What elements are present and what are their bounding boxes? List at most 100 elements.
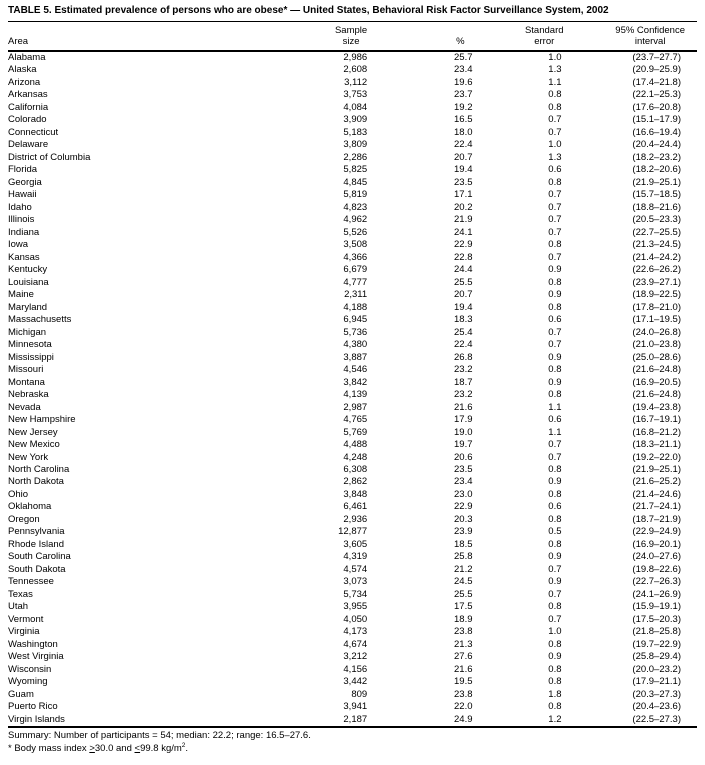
table-row: Kansas 4,366 22.8 0.7 (21.4–24.2) xyxy=(8,252,697,264)
standard-error-cell: 0.8 xyxy=(548,601,562,613)
area-cell: Montana xyxy=(8,376,45,388)
area-cell: New York xyxy=(8,451,49,463)
table-body: Alabama 2,986 25.7 1.0 (23.7–27.7) Alaska 2,60… xyxy=(8,51,697,727)
standard-error-cell: 0.7 xyxy=(548,251,562,263)
table-row: Illinois 4,962 21.9 0.7 (20.5–23.3) xyxy=(8,214,697,226)
standard-error-cell: 1.3 xyxy=(548,64,562,76)
sample-size-cell: 4,777 xyxy=(343,276,368,288)
sample-size-cell: 5,526 xyxy=(343,226,368,238)
confidence-interval-cell: (21.7–24.1) xyxy=(632,501,681,513)
area-cell: Georgia xyxy=(8,176,42,188)
percent-cell: 23.4 xyxy=(454,64,473,76)
area-cell: South Carolina xyxy=(8,551,71,563)
sample-size-cell: 4,319 xyxy=(343,551,368,563)
area-cell: Rhode Island xyxy=(8,538,64,550)
standard-error-cell: 0.8 xyxy=(548,701,562,713)
confidence-interval-cell: (20.3–27.3) xyxy=(632,688,681,700)
sample-size-cell: 5,819 xyxy=(343,189,368,201)
sample-size-cell: 5,769 xyxy=(343,426,368,438)
confidence-interval-cell: (17.6–20.8) xyxy=(632,101,681,113)
sample-size-cell: 2,286 xyxy=(343,151,368,163)
confidence-interval-cell: (20.4–24.4) xyxy=(632,139,681,151)
standard-error-cell: 1.0 xyxy=(548,139,562,151)
table-row: Utah 3,955 17.5 0.8 (15.9–19.1) xyxy=(8,601,697,613)
sample-size-cell: 2,862 xyxy=(343,476,368,488)
percent-cell: 20.3 xyxy=(454,513,473,525)
confidence-interval-cell: (18.3–21.1) xyxy=(632,439,681,451)
table-row: Guam 809 23.8 1.8 (20.3–27.3) xyxy=(8,689,697,701)
header-stack: Sample size xyxy=(335,25,367,47)
standard-error-cell: 0.7 xyxy=(548,201,562,213)
table-row: Connecticut 5,183 18.0 0.7 (16.6–19.4) xyxy=(8,127,697,139)
standard-error-cell: 0.8 xyxy=(548,301,562,313)
percent-cell: 22.9 xyxy=(454,501,473,513)
table-row: Oregon 2,936 20.3 0.8 (18.7–21.9) xyxy=(8,514,697,526)
standard-error-cell: 0.8 xyxy=(548,676,562,688)
sample-size-cell: 2,987 xyxy=(343,401,368,413)
percent-cell: 25.8 xyxy=(454,551,473,563)
table-row: Georgia 4,845 23.5 0.8 (21.9–25.1) xyxy=(8,177,697,189)
percent-cell: 22.4 xyxy=(454,339,473,351)
table-header: Area Sample size % Standard error 95% Conf… xyxy=(8,22,697,52)
table-row: Nebraska 4,139 23.2 0.8 (21.6–24.8) xyxy=(8,389,697,401)
table-row: California 4,084 19.2 0.8 (17.6–20.8) xyxy=(8,102,697,114)
area-cell: Oklahoma xyxy=(8,501,52,513)
percent-cell: 19.7 xyxy=(454,439,473,451)
sample-size-cell: 3,848 xyxy=(343,488,368,500)
footnote-text: . xyxy=(185,743,189,755)
confidence-interval-cell: (18.2–20.6) xyxy=(632,164,681,176)
confidence-interval-cell: (21.4–24.2) xyxy=(632,251,681,263)
area-cell: Alabama xyxy=(8,52,46,63)
percent-cell: 19.6 xyxy=(454,76,473,88)
confidence-interval-cell: (16.9–20.1) xyxy=(632,538,681,550)
standard-error-cell: 0.7 xyxy=(548,214,562,226)
table-row: West Virginia 3,212 27.6 0.9 (25.8–29.4) xyxy=(8,651,697,663)
percent-cell: 21.3 xyxy=(454,638,473,650)
percent-cell: 18.7 xyxy=(454,376,473,388)
sample-size-cell: 3,508 xyxy=(343,239,368,251)
sample-size-cell: 2,187 xyxy=(343,713,368,725)
confidence-interval-cell: (21.9–25.1) xyxy=(632,176,681,188)
sample-size-cell: 4,188 xyxy=(343,301,368,313)
standard-error-cell: 1.1 xyxy=(548,426,562,438)
confidence-interval-cell: (23.9–27.1) xyxy=(632,276,681,288)
summary-line: Summary: Number of participants = 54; me… xyxy=(8,730,311,742)
percent-cell: 21.2 xyxy=(454,563,473,575)
table-row: Iowa 3,508 22.9 0.8 (21.3–24.5) xyxy=(8,239,697,251)
sample-size-cell: 2,608 xyxy=(343,64,368,76)
percent-cell: 25.5 xyxy=(454,276,473,288)
sample-size-cell: 4,173 xyxy=(343,626,368,638)
percent-cell: 19.4 xyxy=(454,301,473,313)
confidence-interval-cell: (24.0–26.8) xyxy=(632,326,681,338)
confidence-interval-cell: (25.8–29.4) xyxy=(632,651,681,663)
sample-size-cell: 3,887 xyxy=(343,351,368,363)
area-cell: Arizona xyxy=(8,76,41,88)
percent-cell: 24.4 xyxy=(454,264,473,276)
area-cell: Missouri xyxy=(8,364,44,376)
area-cell: Michigan xyxy=(8,326,47,338)
table-row: Tennessee 3,073 24.5 0.9 (22.7–26.3) xyxy=(8,576,697,588)
standard-error-cell: 0.8 xyxy=(548,488,562,500)
sample-size-cell: 4,084 xyxy=(343,101,368,113)
header-stack: 95% Confidence interval xyxy=(615,25,685,47)
confidence-interval-cell: (21.6–24.8) xyxy=(632,389,681,401)
percent-cell: 22.0 xyxy=(454,701,473,713)
area-cell: Utah xyxy=(8,601,29,613)
standard-error-cell: 1.3 xyxy=(548,151,562,163)
confidence-interval-cell: (20.4–23.6) xyxy=(632,701,681,713)
table-row: South Carolina 4,319 25.8 0.9 (24.0–27.6) xyxy=(8,551,697,563)
table-row: Ohio 3,848 23.0 0.8 (21.4–24.6) xyxy=(8,489,697,501)
table-row: Hawaii 5,819 17.1 0.7 (15.7–18.5) xyxy=(8,189,697,201)
percent-cell: 18.5 xyxy=(454,538,473,550)
confidence-interval-cell: (17.8–21.0) xyxy=(632,301,681,313)
sample-size-cell: 6,679 xyxy=(343,264,368,276)
area-cell: Mississippi xyxy=(8,351,54,363)
area-cell: Iowa xyxy=(8,239,29,251)
table-row: North Dakota 2,862 23.4 0.9 (21.6–25.2) xyxy=(8,476,697,488)
standard-error-cell: 0.8 xyxy=(548,538,562,550)
table-row: New Mexico 4,488 19.7 0.7 (18.3–21.1) xyxy=(8,439,697,451)
sample-size-cell: 4,366 xyxy=(343,251,368,263)
sample-size-cell: 3,073 xyxy=(343,576,368,588)
confidence-interval-cell: (24.1–26.9) xyxy=(632,588,681,600)
